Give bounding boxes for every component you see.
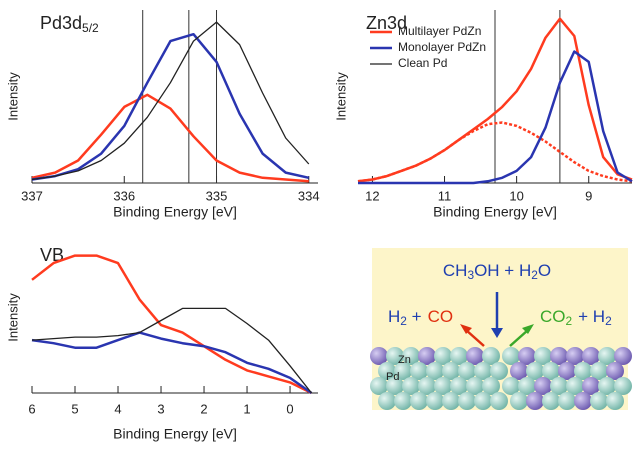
atom bbox=[490, 392, 508, 410]
atom bbox=[590, 392, 608, 410]
y-axis-label: Intensity bbox=[5, 72, 20, 121]
y-axis-label: Intensity bbox=[5, 293, 20, 342]
series-line bbox=[32, 256, 312, 393]
atom-label: Pd bbox=[386, 371, 399, 383]
x-tick-label: 6 bbox=[28, 401, 35, 416]
series-line bbox=[32, 34, 309, 179]
atom bbox=[474, 392, 492, 410]
atom bbox=[458, 392, 476, 410]
legend-label: Clean Pd bbox=[398, 56, 447, 70]
x-tick-label: 337 bbox=[21, 188, 43, 203]
legend-label: Multilayer PdZn bbox=[398, 24, 481, 38]
x-axis-label: Binding Energy [eV] bbox=[113, 426, 237, 442]
x-tick-label: 5 bbox=[71, 401, 78, 416]
y-axis-label: Intensity bbox=[333, 72, 348, 121]
x-tick-label: 10 bbox=[509, 188, 523, 203]
x-tick-label: 0 bbox=[286, 401, 293, 416]
legend-label: Monolayer PdZn bbox=[398, 40, 486, 54]
title-text: Pd3d bbox=[40, 13, 82, 33]
title-subscript: 5/2 bbox=[82, 21, 99, 35]
x-tick-label: 1 bbox=[243, 401, 250, 416]
atom bbox=[442, 392, 460, 410]
x-tick-label: 9 bbox=[585, 188, 592, 203]
atom bbox=[558, 392, 576, 410]
atom-label: Zn bbox=[398, 354, 411, 366]
atom bbox=[426, 392, 444, 410]
figure: 337 336 335 334 Binding Energy [eV] Intensity… bbox=[0, 0, 639, 444]
atom bbox=[526, 392, 544, 410]
scheme-text: CO bbox=[428, 307, 454, 326]
atom bbox=[394, 392, 412, 410]
x-tick-label: 12 bbox=[365, 188, 379, 203]
panel-title: Pd3d5/2 bbox=[40, 13, 99, 35]
atom bbox=[510, 392, 528, 410]
series-line bbox=[32, 308, 312, 393]
x-tick-label: 334 bbox=[298, 188, 320, 203]
x-tick-label: 336 bbox=[113, 188, 135, 203]
atom bbox=[378, 392, 396, 410]
x-tick-label: 11 bbox=[438, 188, 452, 203]
x-axis-label: Binding Energy [eV] bbox=[113, 204, 237, 220]
series-line bbox=[32, 95, 309, 182]
x-tick-label: 3 bbox=[157, 401, 164, 416]
atom bbox=[574, 392, 592, 410]
x-tick-label: 4 bbox=[114, 401, 121, 416]
atom bbox=[606, 392, 624, 410]
x-tick-label: 335 bbox=[206, 188, 228, 203]
x-tick-label: 2 bbox=[200, 401, 207, 416]
atom bbox=[542, 392, 560, 410]
x-axis-label: Binding Energy [eV] bbox=[433, 204, 557, 220]
atom bbox=[410, 392, 428, 410]
